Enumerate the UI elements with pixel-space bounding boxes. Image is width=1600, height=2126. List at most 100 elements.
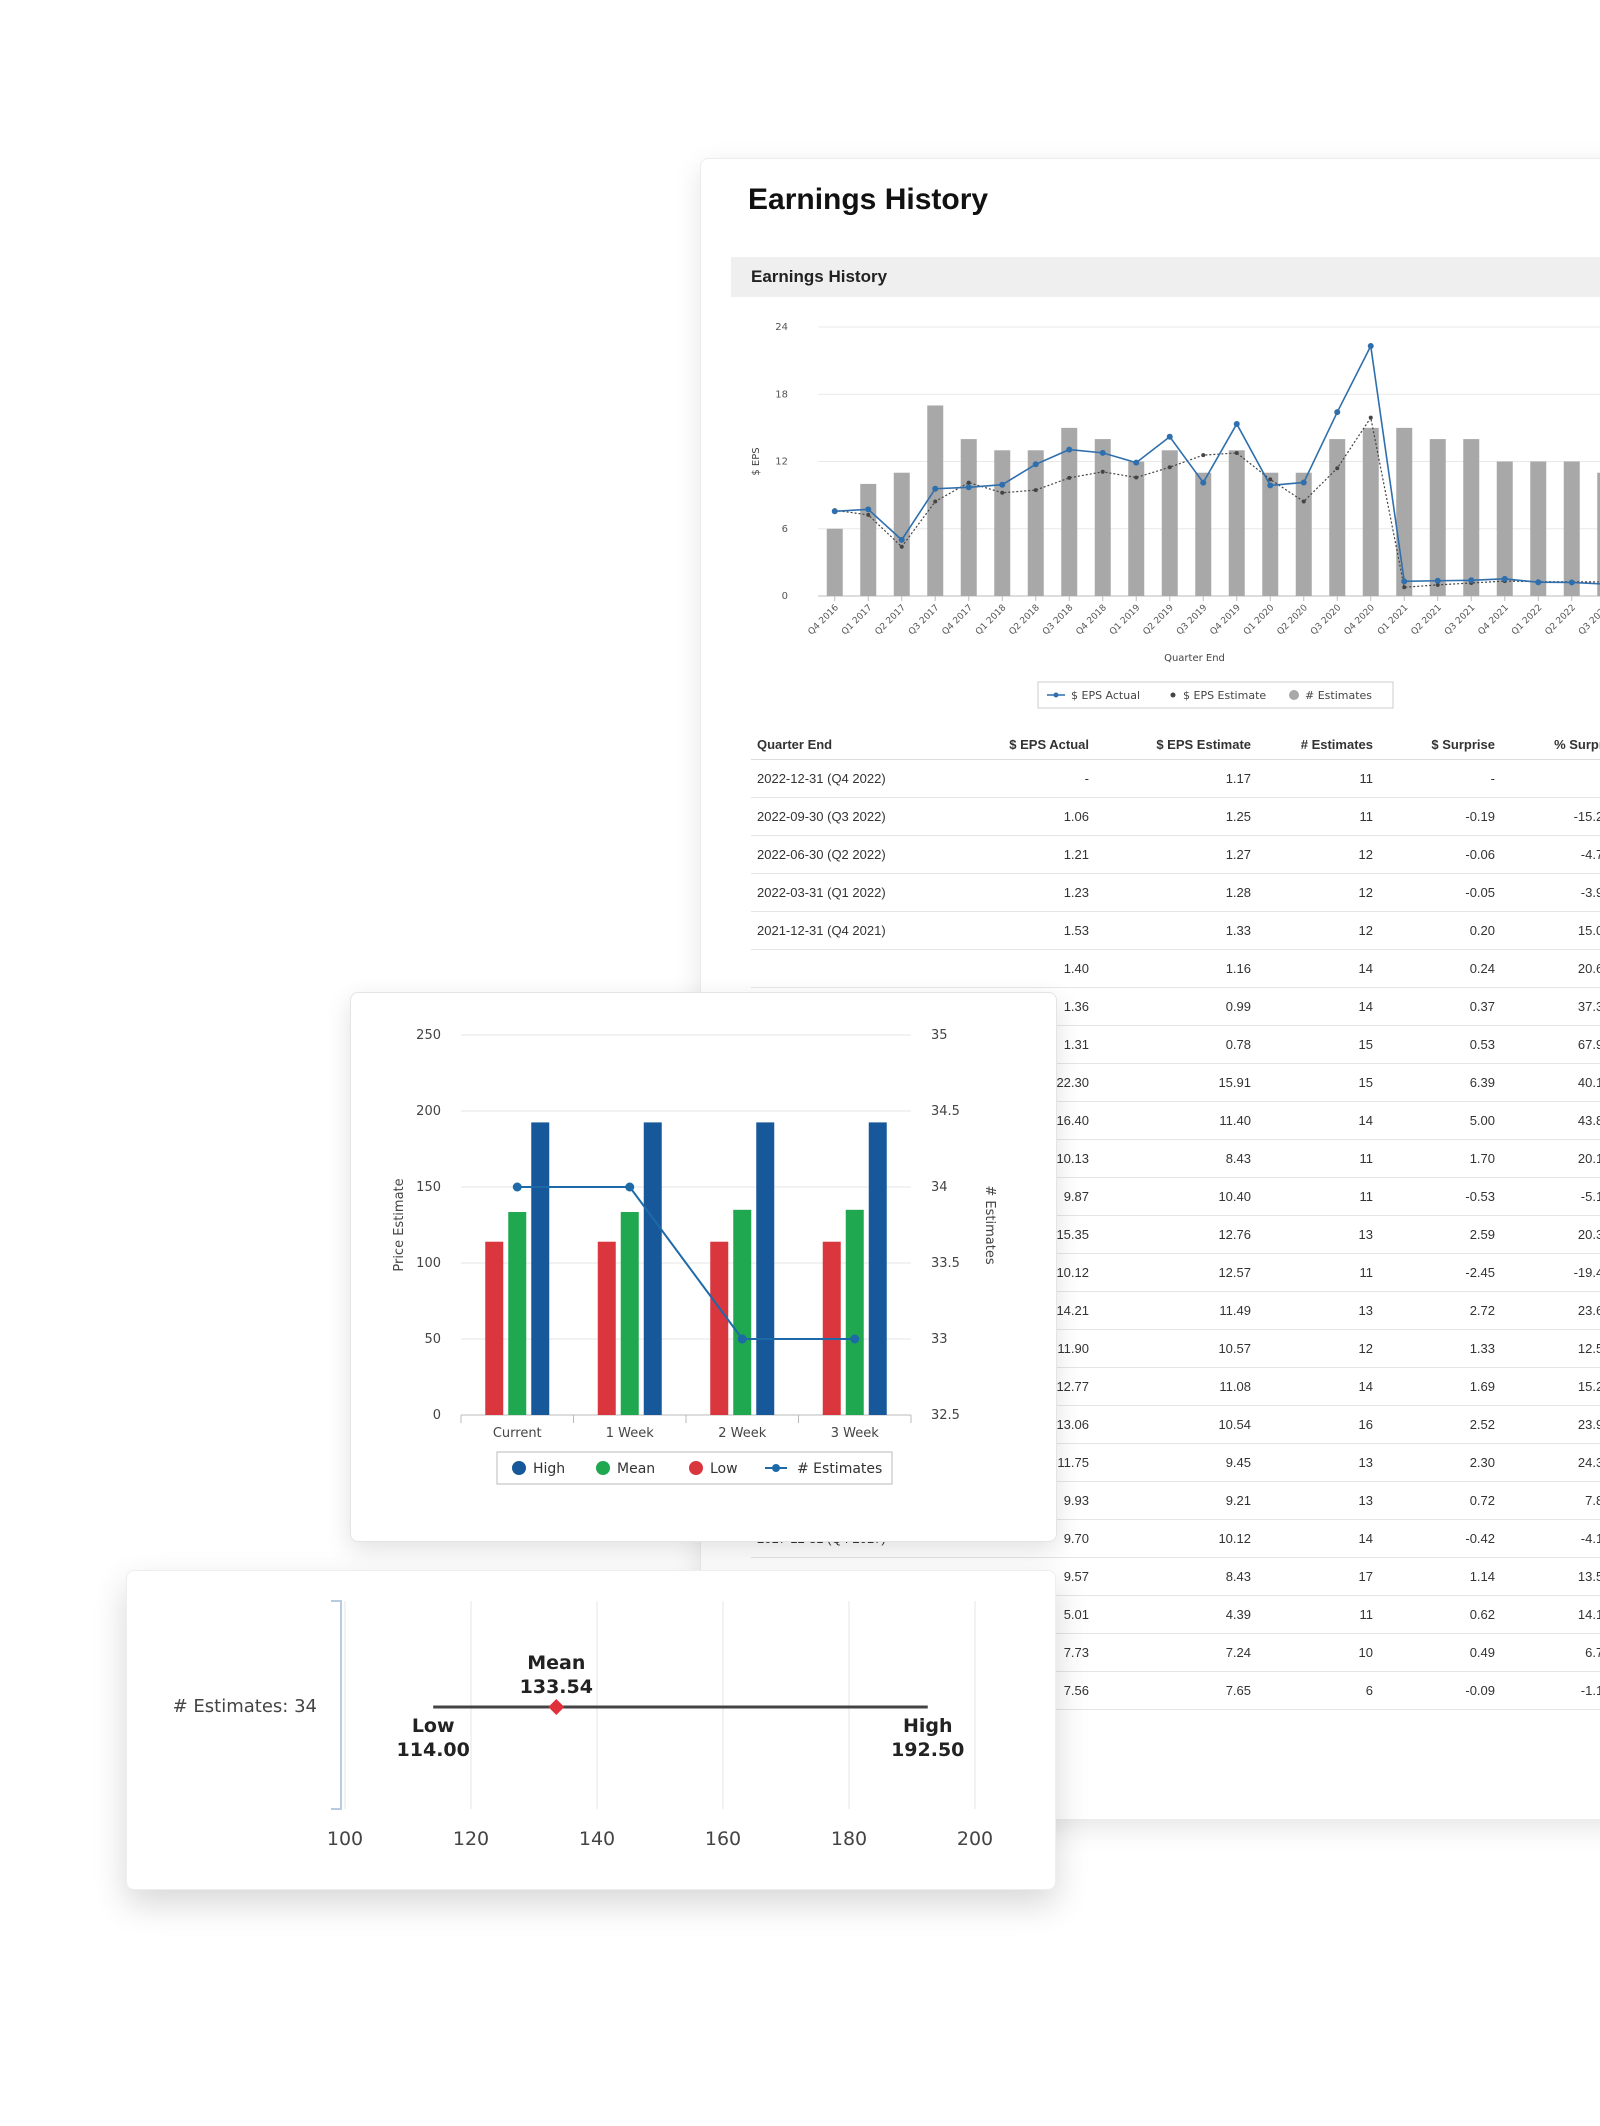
table-cell: [751, 949, 953, 988]
high-bar: [643, 1122, 662, 1415]
table-cell: -: [953, 759, 1095, 798]
x-axis-label: Quarter End: [1164, 653, 1225, 664]
estimates-bar: [1597, 472, 1600, 596]
x-tick-label: Q2 2020: [1276, 603, 1311, 638]
eps-estimate-point: [933, 499, 938, 504]
table-cell: 11: [1257, 759, 1379, 798]
table-cell: 14: [1257, 949, 1379, 988]
estimates-bar: [860, 483, 877, 596]
x-tick-label: Q2 2022: [1544, 603, 1578, 637]
mean-bar: [620, 1212, 639, 1415]
table-cell: 6.77%: [1501, 1633, 1600, 1672]
eps-estimate-point: [1167, 465, 1172, 470]
x-tick-label: Q2 2019: [1142, 603, 1177, 638]
high-bar: [531, 1122, 550, 1415]
table-header-cell: $ Surprise: [1379, 729, 1501, 760]
legend-label: $ EPS Estimate: [1183, 689, 1266, 702]
legend-box: [1037, 681, 1394, 709]
table-cell: 0.62: [1379, 1595, 1501, 1634]
table-cell: -5.10%: [1501, 1177, 1600, 1216]
table-cell: 13: [1257, 1215, 1379, 1254]
table-cell: -: [1501, 759, 1600, 798]
table-cell: 13: [1257, 1481, 1379, 1520]
eps-estimate-point: [899, 544, 904, 549]
x-tick-label: Q3 2021: [1443, 603, 1477, 637]
eps-actual-point: [1267, 482, 1274, 489]
table-cell: 4.39: [1095, 1595, 1257, 1634]
table-cell: 10: [1257, 1633, 1379, 1672]
eps-estimate-line: [834, 416, 1600, 588]
eps-actual-point: [898, 536, 905, 543]
table-cell: 16: [1257, 1405, 1379, 1444]
table-cell: 11: [1257, 1253, 1379, 1292]
table-cell: 6: [1257, 1671, 1379, 1710]
x-tick-label: Q4 2020: [1343, 603, 1378, 638]
section-title: Earnings History: [751, 267, 888, 286]
table-cell: 12.58%: [1501, 1329, 1600, 1368]
estimates-count-point: [512, 1182, 522, 1192]
estimates-bar: [994, 450, 1011, 596]
high-label: High: [903, 1715, 953, 1737]
y2-tick-label: 32.5: [931, 1408, 960, 1423]
y2-tick-label: 34.5: [931, 1104, 960, 1119]
x-tick-label: Q1 2017: [840, 603, 874, 637]
eps-estimate-point: [866, 512, 871, 517]
table-cell: 1.06: [953, 797, 1095, 836]
table-cell: 15: [1257, 1025, 1379, 1064]
table-cell: -0.09: [1379, 1671, 1501, 1710]
table-cell: 2022-03-31 (Q1 2022): [751, 873, 953, 912]
table-cell: 1.17: [1095, 759, 1257, 798]
table-cell: 1.69: [1379, 1367, 1501, 1406]
legend-marker: [596, 1461, 610, 1475]
chart-legend: $ EPS Actual $ EPS Estimate # Estimates: [1037, 681, 1394, 709]
table-header-cell: % Surprise: [1501, 729, 1600, 760]
x-tick-label: 120: [453, 1828, 489, 1850]
table-cell: 13.52%: [1501, 1557, 1600, 1596]
table-cell: 1.25: [1095, 797, 1257, 836]
table-cell: 1.23: [953, 873, 1095, 912]
table-cell: 12: [1257, 1329, 1379, 1368]
eps-estimate-point: [1335, 466, 1340, 471]
eps-actual-point: [1367, 343, 1374, 350]
table-cell: 67.95%: [1501, 1025, 1600, 1064]
table-cell: 20.69%: [1501, 949, 1600, 988]
estimates-bar: [1362, 427, 1379, 596]
table-cell: -3.91%: [1501, 873, 1600, 912]
eps-estimate-point: [1301, 499, 1306, 504]
table-row: 2022-09-30 (Q3 2022)1.061.2511-0.19-15.2…: [751, 797, 1600, 836]
estimates-bar: [1295, 472, 1312, 596]
y-axis-label: Price Estimate: [392, 1178, 407, 1271]
table-header-row: Quarter End $ EPS Actual $ EPS Estimate # E…: [751, 729, 1600, 760]
x-tick-label: 140: [579, 1828, 615, 1850]
page-title: Earnings History: [748, 183, 989, 216]
eps-actual-point: [965, 484, 972, 491]
eps-actual-point: [1032, 461, 1039, 468]
table-row: 2022-03-31 (Q1 2022)1.231.2812-0.05-3.91…: [751, 873, 1600, 912]
low-bar: [485, 1241, 504, 1415]
estimates-bar: [960, 439, 977, 596]
x-tick-label: 160: [705, 1828, 741, 1850]
legend-label: Low: [710, 1461, 738, 1477]
table-cell: 23.67%: [1501, 1291, 1600, 1330]
table-cell: 20.30%: [1501, 1215, 1600, 1254]
estimates-count-label: # Estimates: 34: [173, 1696, 317, 1717]
low-bar: [597, 1241, 616, 1415]
y-tick-label: 250: [416, 1028, 441, 1043]
table-cell: 1.28: [1095, 873, 1257, 912]
estimates-bar: [1429, 439, 1446, 596]
table-cell: 23.91%: [1501, 1405, 1600, 1444]
table-cell: 15.04%: [1501, 911, 1600, 950]
estimates-bar: [1262, 472, 1279, 596]
high-bar: [868, 1122, 887, 1415]
table-cell: 12: [1257, 835, 1379, 874]
low-label: Low: [412, 1715, 455, 1737]
table-row: 2022-06-30 (Q2 2022)1.211.2712-0.06-4.72…: [751, 835, 1600, 874]
table-cell: -1.18%: [1501, 1671, 1600, 1710]
x-tick-label: Q1 2018: [974, 603, 1009, 638]
y-tick-label: 18: [775, 389, 788, 400]
eps-actual-point: [1535, 579, 1542, 586]
estimate-range-chart: 100 120 140 160 180 200 # Estimates: 34 Mean133…: [173, 1600, 993, 1850]
table-cell: 17: [1257, 1557, 1379, 1596]
estimates-bar: [1228, 450, 1245, 596]
